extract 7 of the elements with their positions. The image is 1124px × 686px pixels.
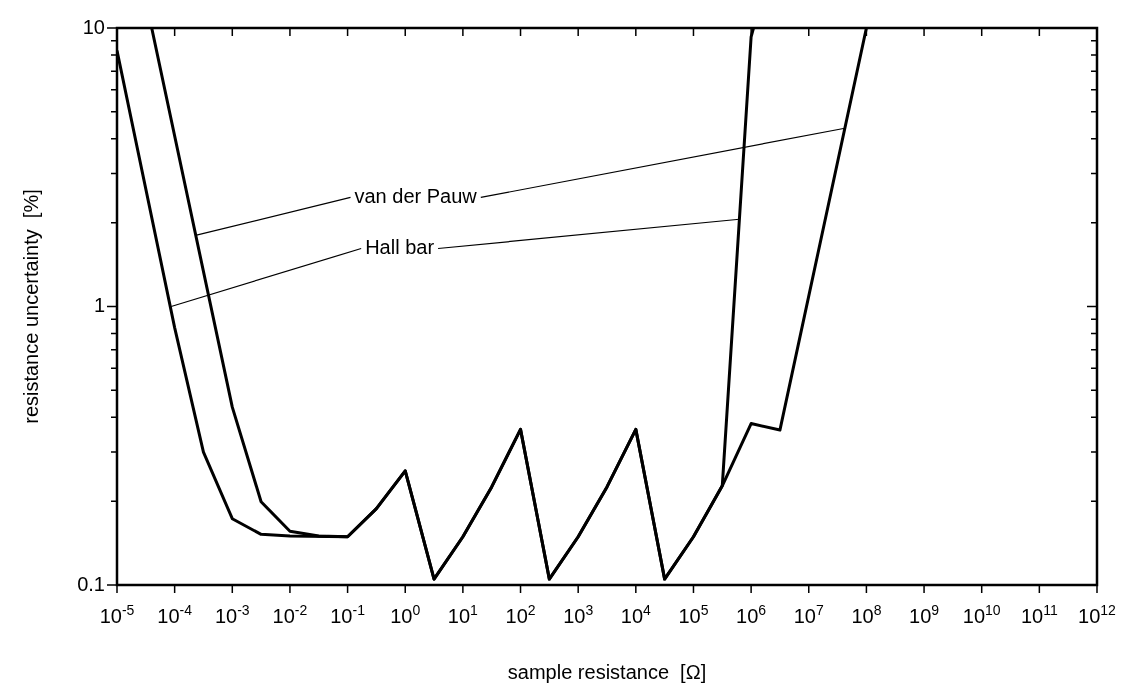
annotation: Hall bar — [365, 236, 435, 259]
y-tick-label: 0.1 — [77, 572, 105, 595]
y-axis-title: resistance uncertainty [%] — [19, 189, 42, 424]
y-tick-label: 1 — [93, 294, 105, 317]
y-tick-label: 10 — [82, 15, 105, 38]
x-axis-title: sample resistance [Ω] — [507, 661, 707, 683]
annotation: van der Pauw — [354, 184, 478, 207]
